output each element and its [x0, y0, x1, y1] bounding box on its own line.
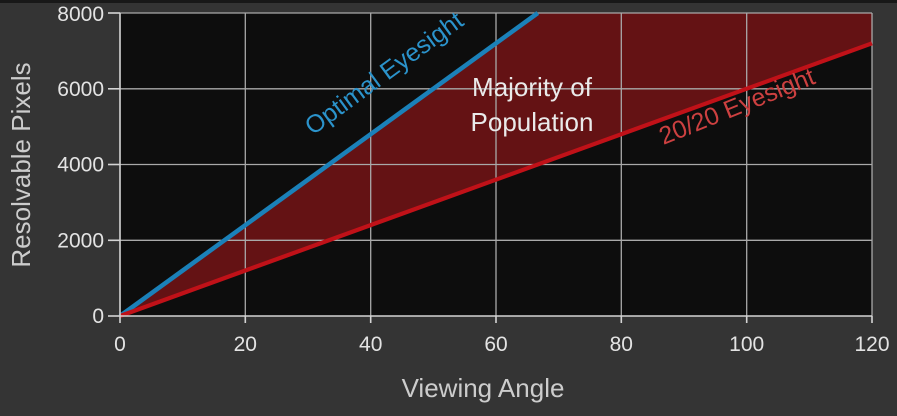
- x-tick-label-60: 60: [484, 333, 507, 356]
- x-tick-label-0: 0: [114, 333, 126, 356]
- x-tick-label-100: 100: [729, 333, 764, 356]
- x-tick-label-20: 20: [234, 333, 257, 356]
- majority-population-label-line1: Majority of: [472, 72, 593, 102]
- y-tick-label-4000: 4000: [57, 154, 104, 177]
- y-tick-label-8000: 8000: [57, 3, 104, 26]
- x-tick-label-40: 40: [359, 333, 382, 356]
- majority-population-label-line2: Population: [471, 107, 594, 137]
- x-tick-label-80: 80: [610, 333, 633, 356]
- axes: [108, 12, 873, 323]
- x-tick-labels: 0 20 40 60 80 100 120: [114, 333, 889, 356]
- 2020-eyesight-line: [119, 41, 873, 318]
- top-edge-bar: [0, 0, 897, 3]
- majority-population-label: Majority of Population: [471, 72, 594, 137]
- gridlines: [120, 12, 873, 316]
- y-tick-label-0: 0: [92, 305, 104, 328]
- y-tick-labels: 0 2000 4000 6000 8000: [57, 3, 104, 328]
- x-axis-title: Viewing Angle: [402, 373, 565, 403]
- y-axis-title: Resolvable Pixels: [6, 62, 36, 267]
- y-tick-label-2000: 2000: [57, 230, 104, 253]
- optimal-eyesight-line: [118, 11, 540, 318]
- x-tick-label-120: 120: [854, 333, 889, 356]
- y-tick-label-6000: 6000: [57, 78, 104, 101]
